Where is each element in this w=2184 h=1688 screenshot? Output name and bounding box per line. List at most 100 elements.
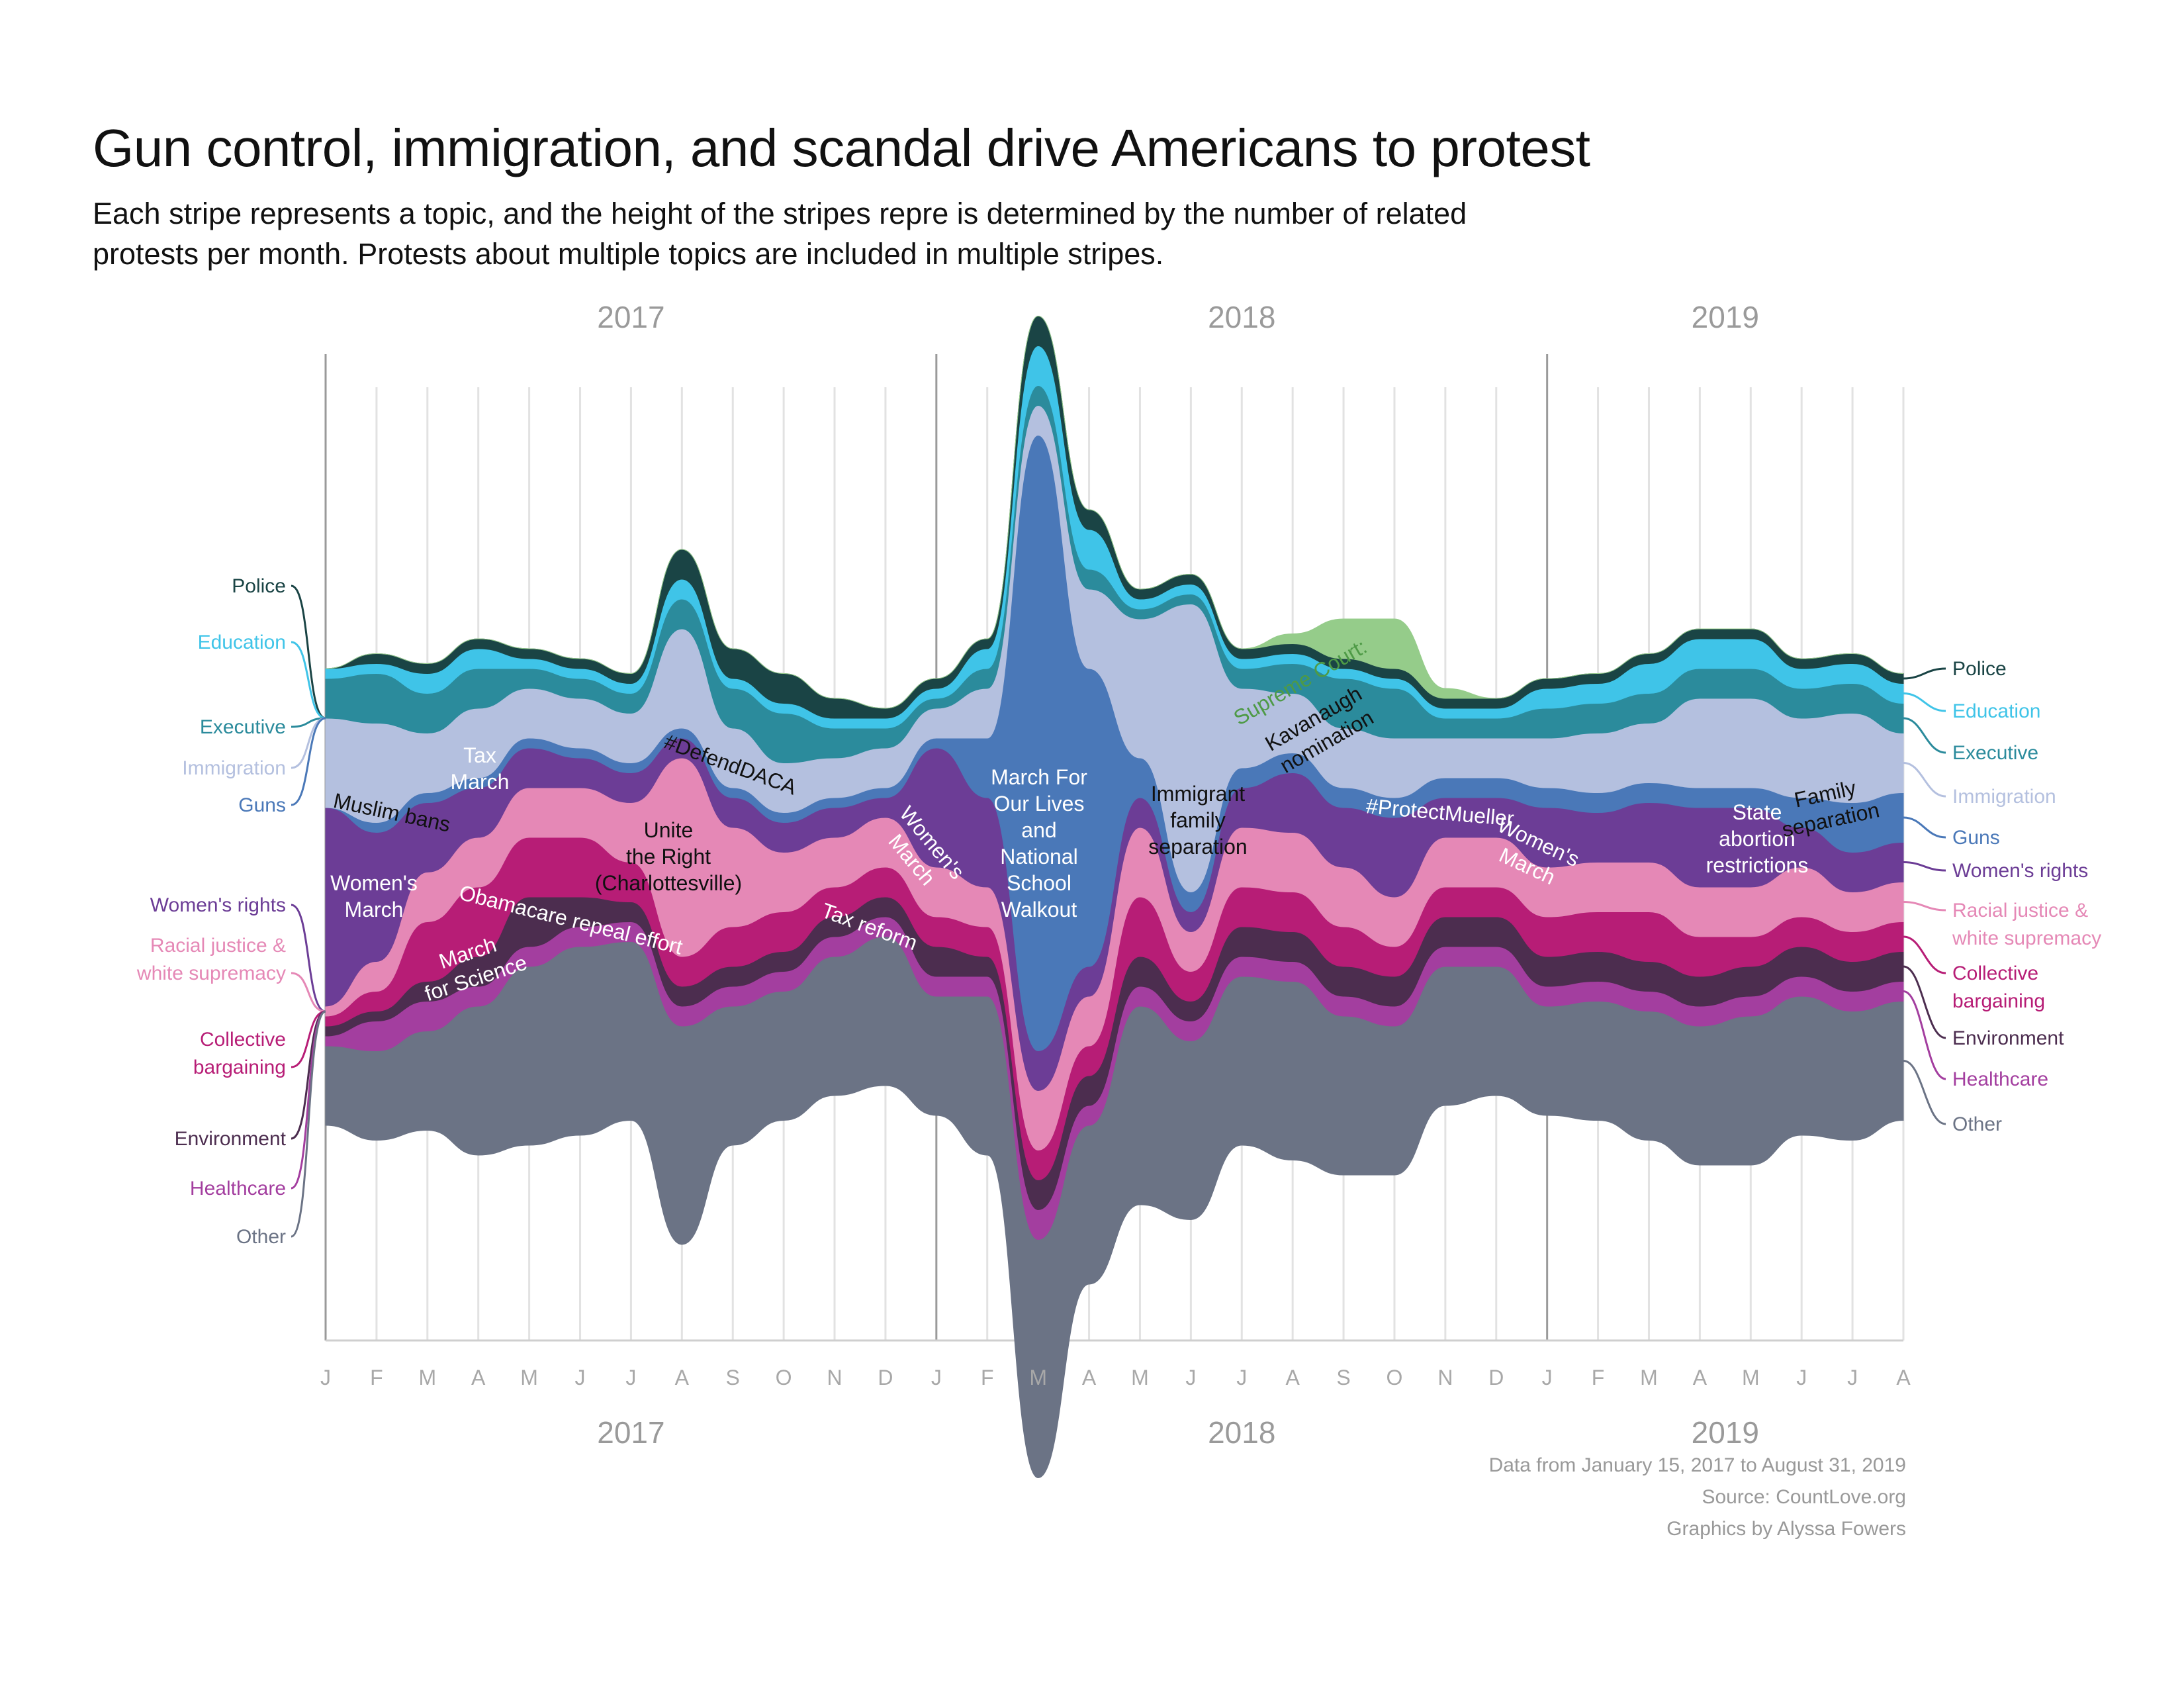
annotation-line: (Charlottesville) [595,871,742,895]
month-tick-label: N [1437,1366,1453,1389]
legend-right-connector [1903,965,1946,1039]
annotation-line: Unite [644,818,694,842]
month-tick-label: J [1185,1366,1196,1389]
month-tick-label: N [827,1366,842,1389]
annotation-label: March For Our Lives and National School Walko… [991,765,1087,921]
legend-right-connector [1903,1060,1946,1125]
legend-right-label: Executive [1952,742,2038,764]
legend-left-connector [291,1010,326,1068]
annotation-line: State [1733,800,1782,824]
month-tick-label: A [675,1366,690,1389]
legend-left-label: Healthcare [190,1178,286,1199]
legend-left-label: Immigration [182,757,286,779]
month-tick-label: J [1796,1366,1807,1389]
annotation-line: School [1007,871,1071,895]
legend-left-label: Education [198,632,286,653]
legend-right-label: Police [1952,658,2007,680]
month-tick-label: F [1592,1366,1605,1389]
annotation-line: restrictions [1706,853,1809,877]
annotation-line: separation [1148,835,1247,859]
year-label-top: 2018 [1208,300,1275,334]
legend-right-connector [1903,762,1946,798]
month-tick-label: J [320,1366,331,1389]
chart-title: Gun control, immigration, and scandal dr… [93,118,1590,177]
legend: Police Education Executive Immigration Guns W… [136,575,2101,1248]
legend-right-connector [1903,935,1946,974]
legend-left-connector [291,585,326,720]
graphics-credit: Graphics by Alyssa Fowers [1666,1518,1906,1540]
annotation-label: Immigrant family separation [1148,782,1247,859]
month-tick-label: S [1336,1366,1350,1389]
stream-supreme-court [325,315,1904,709]
legend-left-label: Racial justice & [150,935,286,957]
legend-left-label: Collective [200,1029,286,1051]
legend-left-connector [291,972,326,1013]
legend-right-connector [1903,692,1946,712]
month-tick-label: D [878,1366,893,1389]
month-tick-label: O [1387,1366,1403,1389]
annotation-line: National [1000,845,1077,868]
month-axis: J F M A M J J A S O N D J F M A M J J A S O N D J F M A M J J A 2017 2017… [320,300,1911,1450]
month-tick-label: M [1742,1366,1760,1389]
month-tick-label: J [575,1366,586,1389]
annotation-line: Tax [463,743,496,767]
legend-right-label: Collective [1952,962,2038,984]
annotation-line: March [451,770,510,794]
legend-left-label: Executive [200,716,286,738]
legend-right-label: Other [1952,1113,2002,1135]
data-range-note: Data from January 15, 2017 to August 31,… [1488,1454,1906,1476]
month-tick-label: M [520,1366,538,1389]
chart-subtitle: Each stripe represents a topic, and the … [93,197,1467,271]
credits: Data from January 15, 2017 to August 31,… [1489,1450,1906,1545]
legend-left-connector [291,641,326,720]
legend-right-label: Guns [1952,827,2000,849]
month-tick-label: A [1693,1366,1707,1389]
month-tick-label: O [776,1366,792,1389]
stream-layers [325,315,1904,1479]
month-tick-label: A [1082,1366,1097,1389]
annotation-label: Women's March [330,871,418,921]
legend-left-label: Police [232,575,286,597]
annotation-line: Our Lives [994,792,1085,816]
month-tick-label: S [726,1366,740,1389]
annotation-label: State abortion restrictions [1706,800,1809,877]
legend-right-connector [1903,717,1946,754]
month-tick-label: J [1236,1366,1247,1389]
annotation-line: March [345,898,404,921]
legend-left-label: Other [236,1226,286,1248]
month-tick-label: F [981,1366,994,1389]
annotation-line: Women's [330,871,418,895]
legend-right-connector [1903,901,1946,912]
annotation-line: March For [991,765,1087,789]
annotation-line: and [1021,818,1056,842]
legend-right-connector [1903,861,1946,872]
legend-right-connector [1903,816,1946,839]
year-label-bottom: 2018 [1208,1415,1275,1450]
legend-left-label: Women's rights [150,894,286,916]
legend-right-label: Racial justice & [1952,900,2088,921]
month-tick-label: M [418,1366,436,1389]
month-tick-label: D [1488,1366,1504,1389]
month-tick-label: A [1285,1366,1300,1389]
month-tick-label: J [625,1366,636,1389]
legend-right-label: Education [1952,700,2040,722]
legend-right-label: white supremacy [1952,927,2101,949]
annotation-label: Tax March [451,743,510,794]
legend-right-label: Healthcare [1952,1068,2048,1090]
annotation-label: Unite the Right (Charlottesville) [595,818,742,895]
legend-right-label: bargaining [1952,990,2045,1012]
annotation-line: Immigrant [1151,782,1245,806]
legend-right-label: Women's rights [1952,860,2088,882]
year-label-top: 2019 [1692,300,1759,334]
month-tick-label: M [1640,1366,1658,1389]
annotation-line: abortion [1719,827,1796,851]
month-tick-label: A [1896,1366,1911,1389]
month-tick-label: M [1131,1366,1149,1389]
legend-left-label: bargaining [193,1056,286,1078]
legend-left-connector [291,904,326,1013]
month-tick-label: M [1029,1366,1047,1389]
legend-right-label: Immigration [1952,786,2056,808]
month-tick-label: J [1542,1366,1553,1389]
annotation-line: family [1170,808,1226,832]
